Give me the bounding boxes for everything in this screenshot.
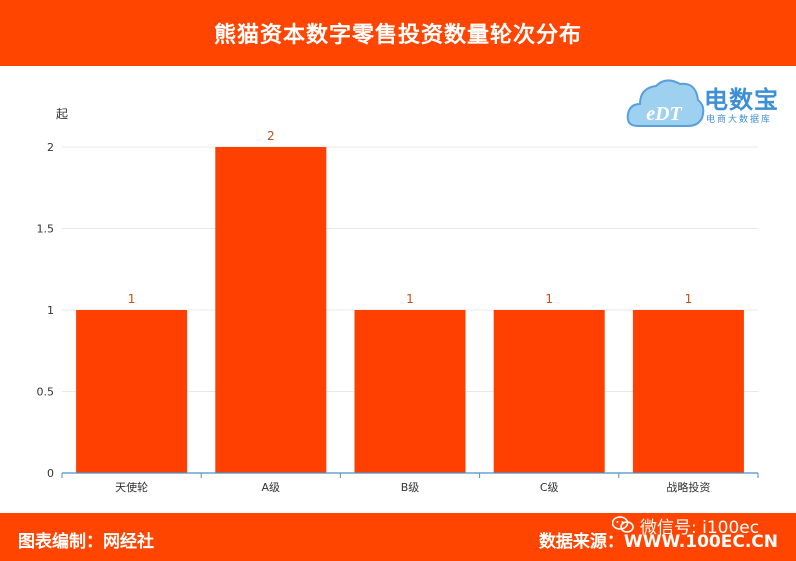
y-tick-label: 1.5	[37, 223, 55, 236]
bar	[493, 310, 605, 473]
wechat-id: 微信号: i100ec	[640, 517, 760, 538]
x-tick-label: B级	[401, 481, 420, 494]
bar	[632, 310, 744, 473]
wechat-watermark: 微信号: i100ec	[612, 514, 760, 538]
data-label: 1	[406, 292, 414, 306]
y-tick-label: 0	[47, 467, 54, 480]
title-banner: 熊猫资本数字零售投资数量轮次分布	[0, 0, 796, 66]
chart-title: 熊猫资本数字零售投资数量轮次分布	[213, 23, 582, 48]
bar-chart: 0 0.5 1 1.5 2 起 1 天使轮 2 A级 1 B级 1 C级 1 战略投资	[37, 107, 759, 494]
x-tick-label: 天使轮	[115, 480, 148, 494]
bar	[76, 310, 188, 473]
bar	[354, 310, 466, 473]
cloud-logo-icon: eDT	[626, 79, 705, 127]
edt-logo: eDT 电数宝 电商大数据库	[624, 72, 792, 134]
footer-source: 数据来源：WWW.100EC.CN	[538, 532, 778, 552]
y-tick-label: 1	[47, 304, 54, 317]
logo-subtitle: 电商大数据库	[706, 115, 773, 125]
x-tick-label: C级	[540, 481, 559, 494]
data-label: 1	[545, 292, 553, 306]
bar	[215, 147, 327, 473]
logo-name: 电数宝	[704, 86, 779, 114]
footer-bar: 图表编制：网经社 数据来源：WWW.100EC.CN	[0, 513, 796, 561]
x-tick-label: A级	[262, 481, 281, 494]
footer-credit: 图表编制：网经社	[18, 532, 154, 552]
logo-mark: eDT	[646, 103, 682, 125]
data-label: 1	[685, 292, 693, 306]
data-label: 1	[128, 292, 136, 306]
y-axis-label: 起	[56, 107, 68, 121]
wechat-icon	[612, 516, 634, 533]
y-tick-label: 2	[47, 141, 54, 154]
y-tick-label: 0.5	[37, 386, 55, 399]
x-tick-label: 战略投资	[666, 480, 710, 494]
data-label: 2	[267, 129, 275, 143]
